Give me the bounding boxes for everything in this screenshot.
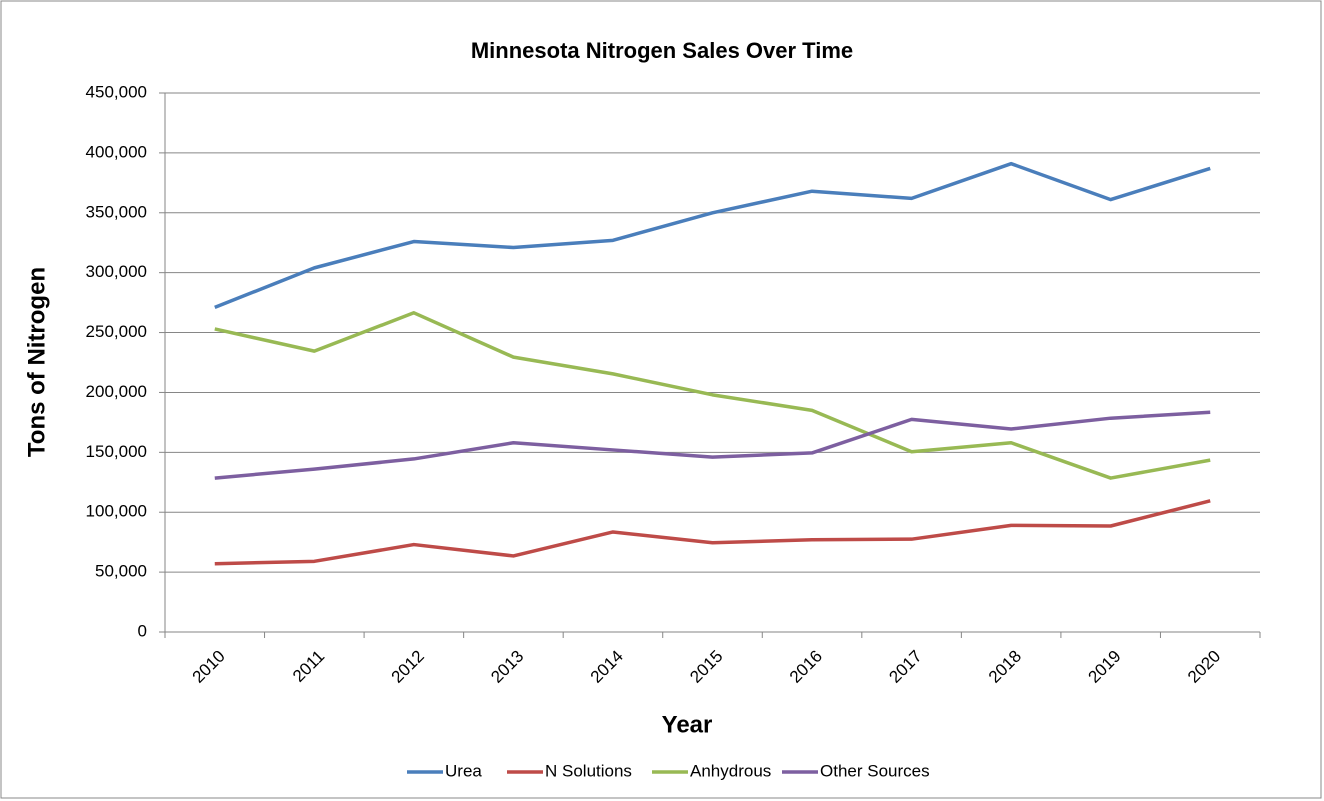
y-tick-label: 50,000 bbox=[95, 562, 147, 581]
x-axis-title: Year bbox=[662, 711, 713, 738]
series-line bbox=[214, 499, 1211, 566]
series-line bbox=[214, 161, 1211, 310]
y-tick-label: 0 bbox=[138, 621, 147, 640]
legend-label: N Solutions bbox=[545, 761, 632, 780]
y-axis-title: Tons of Nitrogen bbox=[23, 267, 50, 457]
y-tick-label: 300,000 bbox=[86, 262, 147, 281]
y-tick-label: 400,000 bbox=[86, 142, 147, 161]
legend-label: Anhydrous bbox=[690, 761, 771, 780]
y-tick-label: 200,000 bbox=[86, 382, 147, 401]
y-tick-label: 150,000 bbox=[86, 442, 147, 461]
series-line bbox=[214, 311, 1211, 480]
series-line bbox=[214, 410, 1211, 480]
y-tick-label: 250,000 bbox=[86, 322, 147, 341]
legend-label: Other Sources bbox=[820, 761, 930, 780]
legend-label: Urea bbox=[445, 761, 482, 780]
y-tick-label: 100,000 bbox=[86, 502, 147, 521]
y-tick-label: 450,000 bbox=[86, 82, 147, 101]
chart-title: Minnesota Nitrogen Sales Over Time bbox=[471, 38, 853, 63]
y-tick-label: 350,000 bbox=[86, 202, 147, 221]
